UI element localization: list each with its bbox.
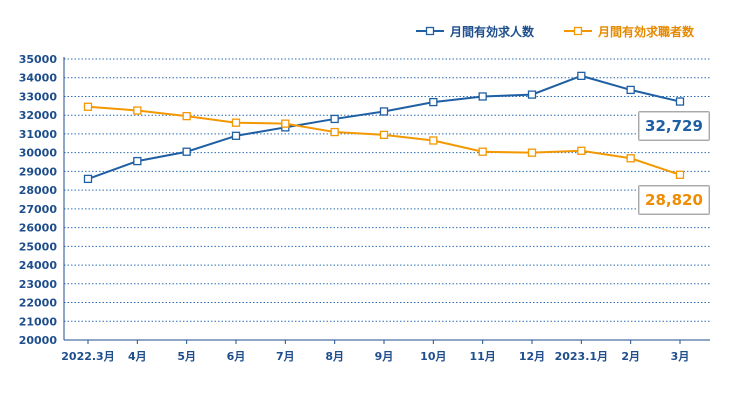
data-point	[379, 107, 389, 116]
data-point	[281, 119, 290, 128]
data-point	[330, 114, 339, 124]
axes	[63, 57, 710, 344]
x-tick-label: 2022.3月	[61, 350, 114, 363]
x-tick-label: 5月	[177, 350, 196, 363]
x-tick-label: 2月	[621, 350, 640, 363]
y-tick-label: 22000	[19, 297, 58, 310]
y-tick-label: 27000	[19, 203, 58, 216]
data-point	[182, 111, 191, 121]
data-point	[429, 97, 438, 107]
data-point	[478, 92, 487, 101]
y-tick-label: 29000	[19, 165, 58, 178]
y-tick-label: 25000	[19, 240, 58, 253]
legend-label: 月間有効求人数	[449, 24, 535, 39]
y-tick-label: 33000	[19, 90, 58, 103]
job-openings-latest-value-callout: 32,729	[638, 111, 710, 141]
data-point	[626, 154, 635, 163]
x-tick-label: 9月	[375, 350, 394, 363]
x-tick-label: 10月	[420, 350, 446, 363]
job-seekers-latest-value-callout: 28,820	[638, 185, 710, 215]
series-line	[87, 105, 681, 176]
data-point	[675, 97, 685, 106]
y-tick-label: 35000	[19, 53, 58, 66]
y-tick-label: 20000	[19, 334, 58, 347]
data-point	[577, 146, 586, 155]
data-point	[231, 118, 241, 127]
data-point	[133, 106, 142, 115]
x-tick-label: 8月	[325, 350, 344, 363]
data-point	[83, 174, 93, 184]
y-tick-label: 34000	[19, 72, 58, 85]
x-tick-label: 3月	[671, 350, 690, 363]
data-point	[83, 102, 93, 111]
x-tick-labels: 2022.3月 4月 5月 6月 7月 8月 9月 10月 11月 12月 2023.1月 2月 3月	[61, 350, 689, 363]
y-tick-label: 32000	[19, 109, 58, 122]
y-tick-label: 28000	[19, 184, 58, 197]
data-point	[577, 71, 586, 81]
y-tick-label: 21000	[19, 315, 58, 328]
x-tick-label: 12月	[519, 350, 545, 363]
x-tick-label: 6月	[227, 350, 246, 363]
legend-label: 月間有効求職者数	[597, 24, 695, 39]
legend-marker	[425, 26, 435, 36]
y-tick-label: 26000	[19, 222, 58, 235]
data-point	[527, 90, 537, 99]
x-tick-label: 2023.1月	[555, 350, 608, 363]
data-point	[675, 170, 685, 179]
data-point	[182, 147, 191, 156]
y-tick-label: 24000	[19, 259, 58, 272]
x-tick-label: 7月	[276, 350, 295, 363]
data-point	[478, 147, 487, 156]
y-tick-labels: 20000 21000 22000 23000 24000 25000 26000 27000…	[19, 53, 58, 347]
y-tick-label: 30000	[19, 147, 58, 160]
data-point	[231, 131, 241, 140]
x-tick-label: 4月	[128, 350, 147, 363]
data-point	[379, 130, 389, 140]
data-point	[133, 156, 142, 166]
data-point	[429, 136, 438, 145]
legend: 月間有効求人数 月間有効求職者数	[416, 24, 695, 39]
series-lines	[83, 71, 685, 184]
data-point	[527, 148, 537, 157]
gridlines	[64, 58, 710, 322]
series-line	[87, 74, 681, 180]
x-tick-label: 11月	[470, 350, 496, 363]
legend-marker	[573, 26, 583, 36]
data-point	[626, 85, 635, 95]
data-point	[330, 127, 339, 137]
y-tick-label: 31000	[19, 128, 58, 141]
y-tick-label: 23000	[19, 278, 58, 291]
